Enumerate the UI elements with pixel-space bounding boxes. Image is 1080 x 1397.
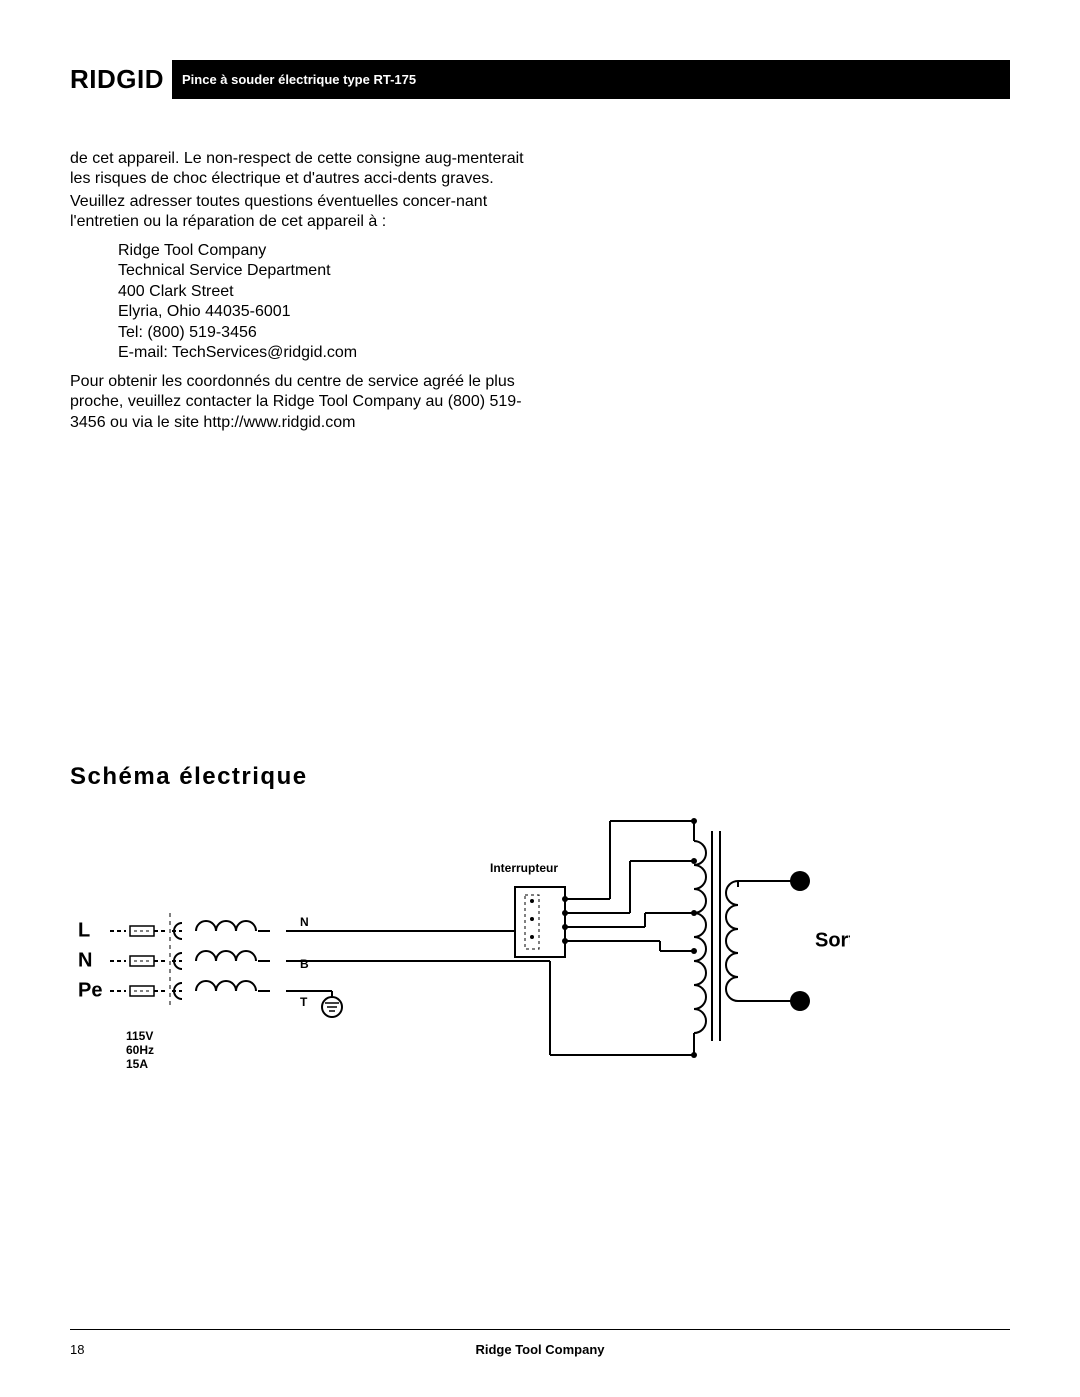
svg-text:L: L	[78, 919, 90, 941]
contact-email: E-mail: TechServices@ridgid.com	[118, 343, 540, 363]
wiring-diagram: LNPeNBT115V60Hz15AInterrupteurSortie	[70, 801, 850, 1101]
document-title: Pince à souder électrique type RT-175	[172, 60, 1010, 99]
svg-text:N: N	[78, 949, 92, 971]
wiring-svg: LNPeNBT115V60Hz15AInterrupteurSortie	[70, 801, 850, 1101]
brand-logo: RIDGID	[70, 60, 172, 99]
svg-text:115V: 115V	[126, 1029, 153, 1043]
svg-text:Pe: Pe	[78, 979, 102, 1001]
page-number: 18	[70, 1342, 84, 1357]
contact-street: 400 Clark Street	[118, 282, 540, 302]
paragraph-3: Pour obtenir les coordonnés du centre de…	[70, 372, 540, 433]
footer-company: Ridge Tool Company	[475, 1342, 604, 1357]
paragraph-2: Veuillez adresser toutes questions évent…	[70, 192, 540, 233]
svg-text:T: T	[300, 995, 308, 1009]
footer: 18 Ridge Tool Company	[70, 1329, 1010, 1357]
contact-block: Ridge Tool Company Technical Service Dep…	[118, 241, 540, 364]
contact-company: Ridge Tool Company	[118, 241, 540, 261]
contact-phone: Tel: (800) 519-3456	[118, 323, 540, 343]
svg-text:N: N	[300, 915, 309, 929]
body-text-column: de cet appareil. Le non-respect de cette…	[70, 149, 540, 433]
header-bar: RIDGID Pince à souder électrique type RT…	[70, 60, 1010, 99]
svg-text:60Hz: 60Hz	[126, 1043, 154, 1057]
svg-text:Interrupteur: Interrupteur	[490, 861, 558, 875]
svg-text:15A: 15A	[126, 1057, 148, 1071]
contact-city: Elyria, Ohio 44035-6001	[118, 302, 540, 322]
diagram-title: Schéma électrique	[70, 763, 1010, 791]
contact-dept: Technical Service Department	[118, 261, 540, 281]
paragraph-1: de cet appareil. Le non-respect de cette…	[70, 149, 540, 190]
svg-text:B: B	[300, 957, 309, 971]
svg-text:Sortie: Sortie	[815, 929, 850, 951]
